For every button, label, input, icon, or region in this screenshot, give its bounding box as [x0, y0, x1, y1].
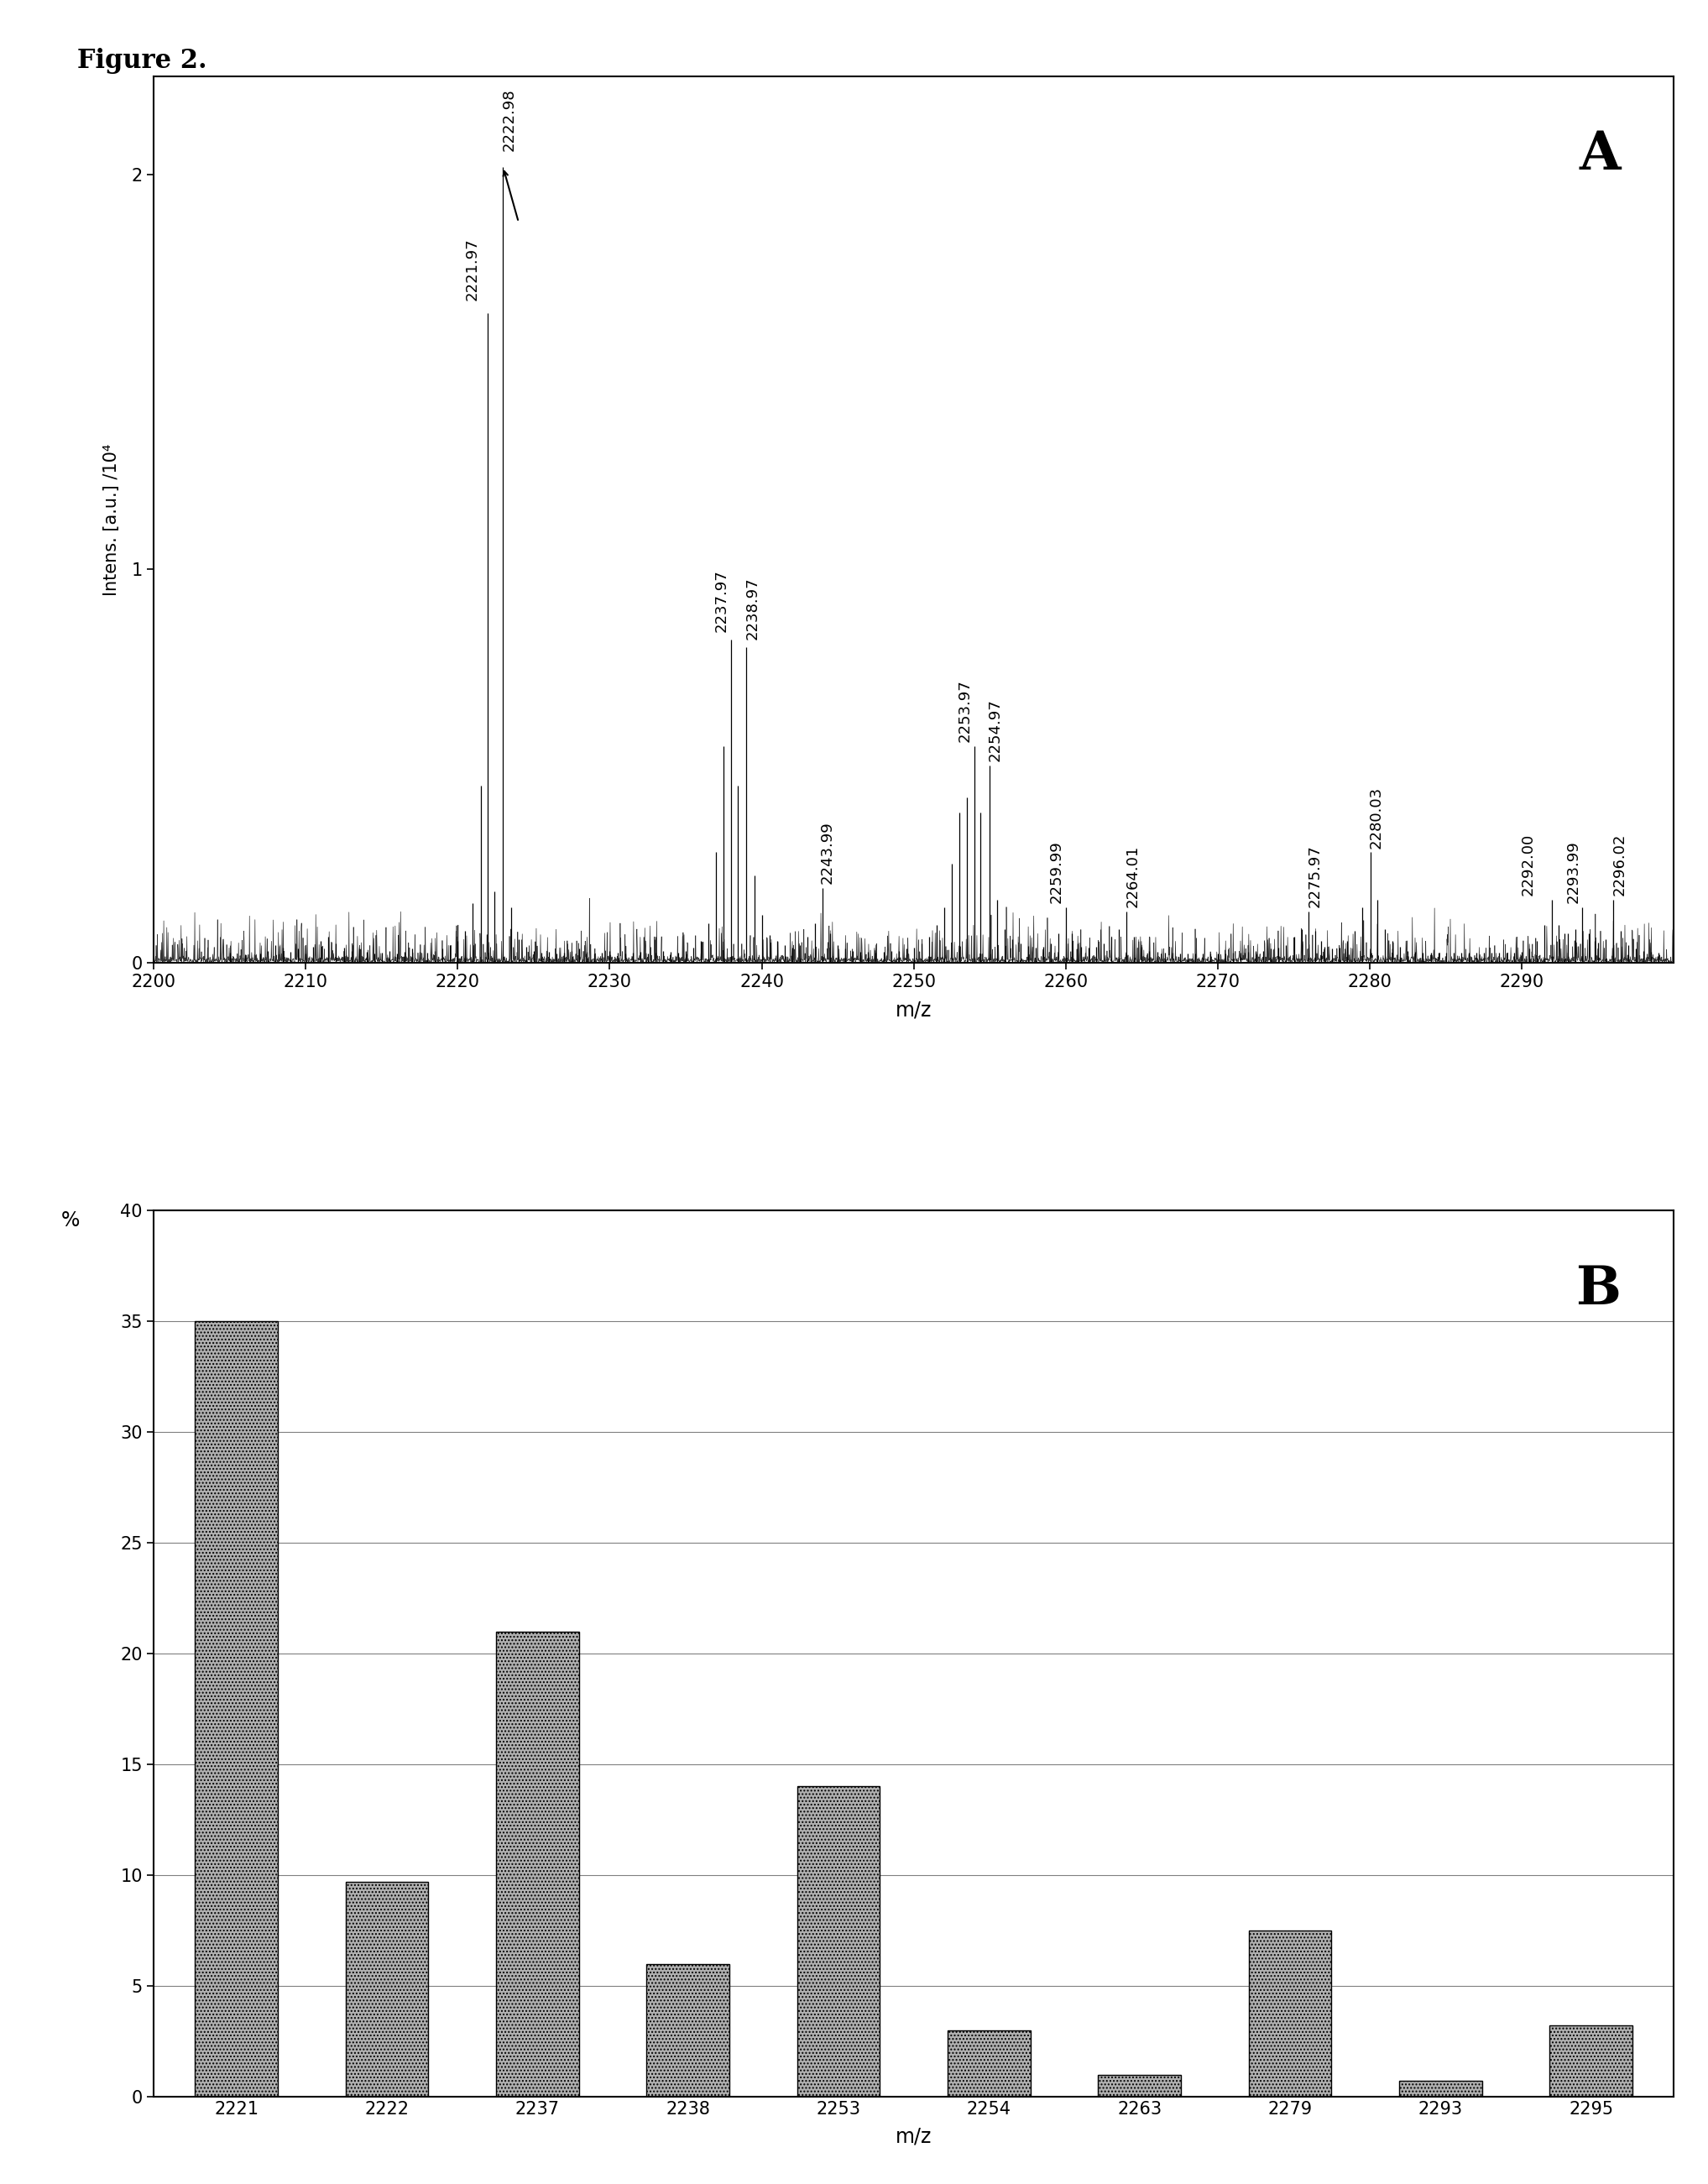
Y-axis label: %: %	[61, 1210, 80, 1232]
Bar	[1249, 1931, 1332, 2097]
Text: 2275.97: 2275.97	[1307, 845, 1322, 906]
X-axis label: m/z: m/z	[895, 1000, 933, 1020]
Bar	[195, 1321, 278, 2097]
Bar	[345, 1883, 429, 2097]
Text: 2222.98: 2222.98	[502, 90, 518, 151]
Text: 2296.02: 2296.02	[1612, 832, 1628, 895]
Bar	[647, 1963, 729, 2097]
Text: 2221.97: 2221.97	[465, 238, 480, 301]
Text: A: A	[1580, 129, 1621, 181]
Text: 2264.01: 2264.01	[1126, 845, 1141, 906]
Text: B: B	[1575, 1265, 1621, 1315]
Bar	[1098, 2075, 1180, 2097]
Text: Figure 2.: Figure 2.	[77, 48, 207, 74]
Bar	[798, 1787, 880, 2097]
X-axis label: m/z: m/z	[895, 2127, 933, 2147]
Bar	[948, 2031, 1030, 2097]
Text: 2237.97: 2237.97	[714, 570, 729, 631]
Text: 2238.97: 2238.97	[745, 577, 760, 640]
Text: 2293.99: 2293.99	[1566, 841, 1582, 904]
Bar	[1549, 2027, 1633, 2097]
Text: 2254.97: 2254.97	[987, 699, 1003, 762]
Text: 2280.03: 2280.03	[1368, 786, 1383, 847]
Text: 2253.97: 2253.97	[958, 679, 972, 743]
Text: 2292.00: 2292.00	[1520, 834, 1535, 895]
Bar	[495, 1631, 579, 2097]
Text: 2259.99: 2259.99	[1049, 841, 1064, 904]
Bar	[1399, 2081, 1483, 2097]
Y-axis label: Intens. [a.u.] /10⁴: Intens. [a.u.] /10⁴	[102, 443, 120, 596]
Text: 2243.99: 2243.99	[820, 821, 835, 885]
